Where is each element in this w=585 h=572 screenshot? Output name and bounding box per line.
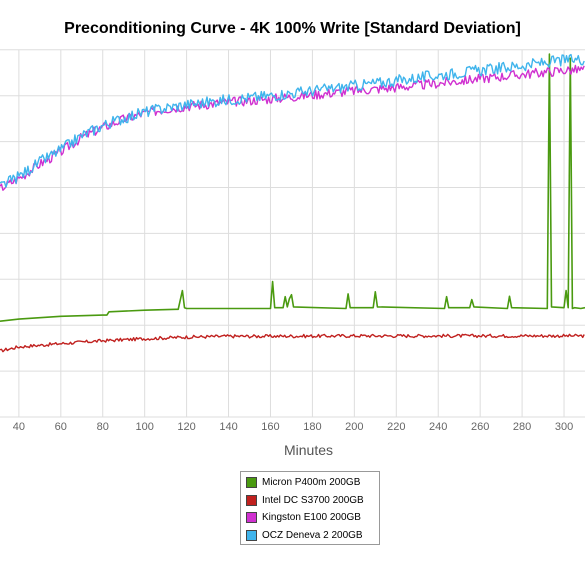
legend: Micron P400m 200GB Intel DC S3700 200GB … — [240, 471, 380, 545]
legend-label: OCZ Deneva 2 200GB — [262, 529, 363, 541]
x-tick-label: 260 — [471, 421, 489, 433]
x-tick-label: 60 — [55, 421, 67, 433]
x-tick-label: 40 — [13, 421, 25, 433]
legend-item: Micron P400m 200GB — [246, 474, 374, 492]
legend-swatch — [246, 512, 257, 524]
series-line — [0, 53, 585, 322]
x-tick-label: 240 — [429, 421, 447, 433]
x-tick-label: 120 — [177, 421, 195, 433]
x-tick-label: 80 — [97, 421, 109, 433]
series-line — [0, 64, 585, 191]
x-tick-labels: 40 60 80 100 120 140 160 180 200 220 240 260 280 300 — [13, 421, 573, 433]
x-tick-label: 180 — [303, 421, 321, 433]
grid-lines — [0, 49, 585, 418]
x-tick-label: 160 — [261, 421, 279, 433]
legend-swatch — [246, 494, 257, 506]
x-tick-label: 140 — [219, 421, 237, 433]
x-tick-label: 100 — [135, 421, 153, 433]
legend-label: Kingston E100 200GB — [262, 512, 361, 523]
legend-swatch — [246, 477, 257, 489]
x-axis-label: Minutes — [283, 442, 334, 458]
x-tick-label: 220 — [387, 421, 405, 433]
x-tick-label: 200 — [345, 421, 363, 433]
legend-label: Micron P400m 200GB — [262, 477, 361, 488]
chart-title: Preconditioning Curve - 4K 100% Write [S… — [64, 20, 521, 37]
legend-item: OCZ Deneva 2 200GB — [246, 527, 374, 545]
legend-item: Kingston E100 200GB — [246, 509, 374, 527]
x-tick-label: 280 — [513, 421, 531, 433]
legend-item: Intel DC S3700 200GB — [246, 492, 374, 510]
legend-label: Intel DC S3700 200GB — [262, 494, 364, 506]
series-line — [0, 333, 585, 353]
legend-swatch — [246, 529, 257, 541]
x-tick-label: 300 — [555, 421, 573, 433]
series-line — [0, 53, 585, 188]
series-lines — [0, 53, 585, 353]
